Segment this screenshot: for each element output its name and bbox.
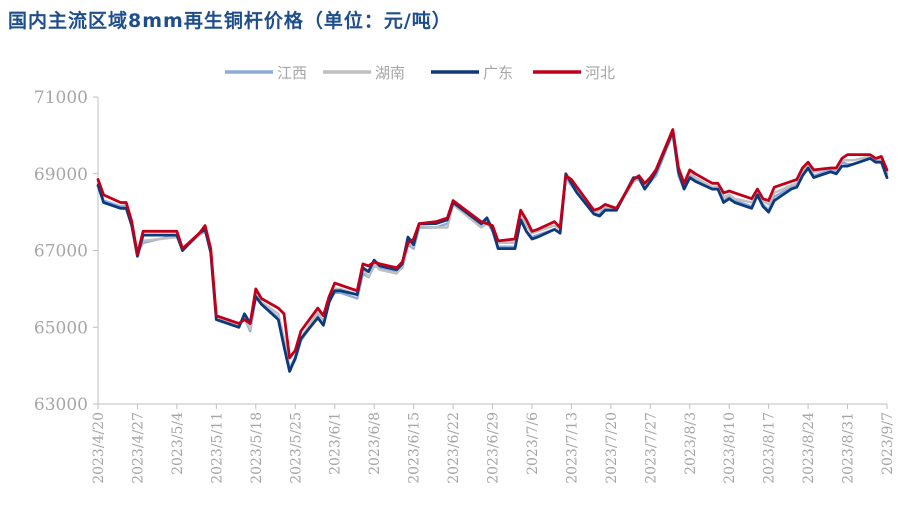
chart-title: 国内主流区域8mm再生铜杆价格（单位：元/吨） xyxy=(8,10,452,32)
y-tick-label: 71000 xyxy=(34,88,88,108)
x-tick-label: 2023/4/20 xyxy=(91,412,107,484)
y-tick-label: 63000 xyxy=(34,395,88,415)
x-tick-label: 2023/6/1 xyxy=(328,412,344,475)
series-line-湖南 xyxy=(96,134,889,369)
legend: 江西 湖南 广东 河北 xyxy=(225,64,615,82)
y-tick-label: 69000 xyxy=(34,165,88,185)
x-tick-label: 2023/7/20 xyxy=(604,412,620,484)
series-line-河北 xyxy=(96,128,889,360)
legend-label: 江西 xyxy=(277,64,307,82)
x-tick-label: 2023/6/15 xyxy=(407,412,423,484)
x-tick-label: 2023/7/6 xyxy=(525,412,541,475)
x-tick-label: 2023/8/3 xyxy=(683,412,699,475)
x-tick-label: 2023/9/7 xyxy=(880,412,896,475)
x-tick-label: 2023/7/13 xyxy=(564,412,580,484)
legend-item: 湖南 xyxy=(323,64,405,82)
y-tick-label: 67000 xyxy=(34,242,88,262)
x-axis-ticks: 2023/4/20 2023/4/27 2023/5/4 2023/5/11 2023/… xyxy=(91,404,896,484)
x-tick-label: 2023/5/11 xyxy=(209,412,225,484)
series-line-广东 xyxy=(96,130,889,373)
legend-item: 广东 xyxy=(431,64,513,82)
x-tick-label: 2023/4/27 xyxy=(130,412,146,484)
y-axis-ticks: 63000 65000 67000 69000 71000 xyxy=(34,88,98,415)
x-tick-label: 2023/8/24 xyxy=(801,412,817,484)
series-layer xyxy=(96,128,889,373)
x-tick-label: 2023/8/31 xyxy=(841,412,857,484)
x-tick-label: 2023/8/10 xyxy=(722,412,738,484)
legend-label: 湖南 xyxy=(375,64,405,82)
series-line-江西 xyxy=(96,132,889,371)
x-tick-label: 2023/5/4 xyxy=(170,412,186,475)
axes xyxy=(97,97,887,405)
x-tick-label: 2023/6/22 xyxy=(446,412,462,484)
x-tick-label: 2023/6/8 xyxy=(367,412,383,475)
x-tick-label: 2023/7/27 xyxy=(643,412,659,484)
x-tick-label: 2023/5/25 xyxy=(288,412,304,484)
y-tick-label: 65000 xyxy=(34,318,88,338)
legend-item: 河北 xyxy=(533,64,615,82)
legend-label: 河北 xyxy=(585,64,615,82)
x-tick-label: 2023/6/29 xyxy=(486,412,502,484)
legend-label: 广东 xyxy=(483,64,513,82)
legend-item: 江西 xyxy=(225,64,307,82)
x-tick-label: 2023/8/17 xyxy=(762,412,778,484)
x-tick-label: 2023/5/18 xyxy=(249,412,265,484)
